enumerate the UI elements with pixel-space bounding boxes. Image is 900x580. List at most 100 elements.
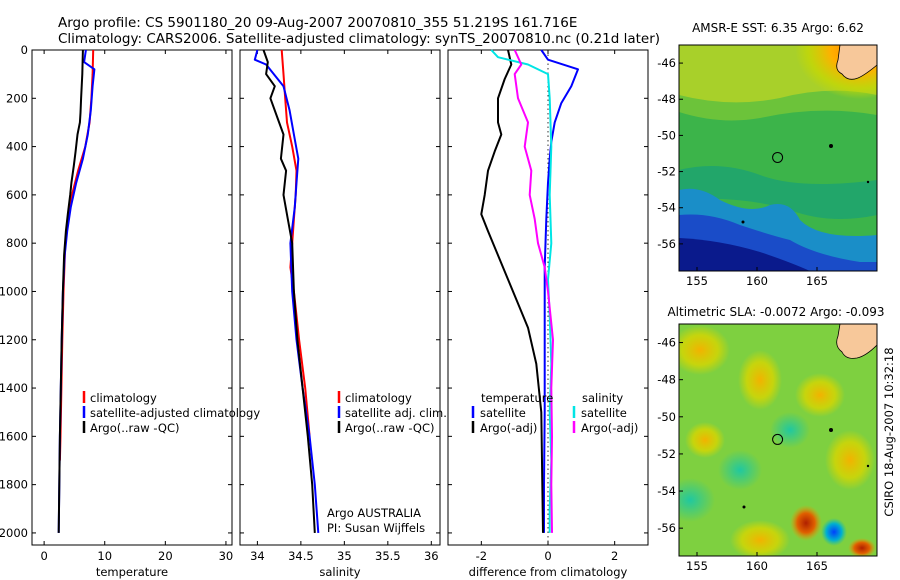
- y-tick-label: 1600: [0, 429, 28, 443]
- legend-label-satellite: satellite-adjusted climatology: [90, 406, 260, 420]
- map-x-tick-label: 160: [746, 559, 768, 573]
- x-tick-label: 0: [40, 549, 47, 563]
- map-y-tick-label: -54: [657, 201, 676, 215]
- series-line-salinity-satellite: [490, 49, 553, 533]
- legend-label-satellite: satellite adj. clim.: [345, 406, 447, 420]
- sla-anomaly: [718, 450, 762, 490]
- island-dot: [742, 505, 746, 509]
- sla-anomaly: [825, 430, 875, 490]
- map-y-tick-label: -46: [657, 336, 676, 350]
- header-line-1: Argo profile: CS 5901180_20 09-Aug-2007 …: [58, 15, 577, 31]
- difference-panel: -2 0 2 difference from climatology: [447, 49, 649, 579]
- map-y-tick-label: -56: [657, 237, 676, 251]
- sla-anomaly: [848, 538, 876, 556]
- difference-legend: temperature satellite Argo(-adj) salinit…: [471, 391, 638, 435]
- map-x-tick-label: 165: [806, 559, 828, 573]
- credit-line-1: Argo AUSTRALIA: [327, 506, 421, 520]
- nz-land: [836, 45, 877, 80]
- sla-anomaly: [730, 520, 790, 556]
- x-tick-label: 20: [158, 549, 173, 563]
- x-tick-label: 35.5: [375, 549, 401, 563]
- series-line-argo-raw-qc-: [57, 49, 84, 533]
- map-y-tick-label: -52: [657, 447, 676, 461]
- map-x-tick-label: 165: [806, 274, 828, 288]
- x-tick-label: 34: [250, 549, 265, 563]
- sla-anomaly: [790, 505, 822, 541]
- sst-map: AMSR-E SST: 6.35 Argo: 6.62 155 160 165 -46…: [657, 21, 878, 288]
- sla-anomaly: [685, 422, 725, 458]
- nz-land: [836, 324, 877, 359]
- sla-anomaly: [795, 373, 845, 417]
- legend-title-salinity: salinity: [582, 391, 623, 405]
- island-dot: [829, 144, 833, 148]
- series-line-temperature-argo-adj-: [480, 49, 544, 533]
- credit-line-2: PI: Susan Wijffels: [327, 521, 425, 535]
- sla-map-field: [679, 324, 877, 556]
- island-dot: [866, 464, 870, 468]
- map-y-tick-label: -48: [657, 373, 676, 387]
- x-tick-label: 10: [97, 549, 112, 563]
- y-tick-label: 1200: [0, 333, 28, 347]
- profile-location-marker: [772, 433, 784, 445]
- y-tick-label: 200: [6, 91, 28, 105]
- x-tick-label: 0: [544, 549, 551, 563]
- x-tick-label: 36: [424, 549, 439, 563]
- sla-anomaly: [679, 478, 715, 522]
- y-tick-label: 400: [6, 140, 28, 154]
- map-x-tick-label: 155: [686, 559, 708, 573]
- series-line-argo-raw-qc-: [262, 49, 316, 533]
- legend-title-temperature: temperature: [481, 391, 553, 405]
- sla-map-title: Altimetric SLA: -0.0072 Argo: -0.093: [667, 305, 884, 319]
- legend-label-salinity-satellite: satellite: [581, 406, 627, 420]
- x-tick-label: 2: [611, 549, 618, 563]
- salinity-plot-content: 34 34.5 35 35.5 36 salinity: [240, 49, 440, 579]
- x-axis-label: difference from climatology: [469, 565, 628, 579]
- header-line-2: Climatology: CARS2006. Satellite-adjuste…: [58, 31, 660, 47]
- sst-mid-band: [679, 166, 877, 219]
- map-x-tick-label: 155: [686, 274, 708, 288]
- legend-label-temperature-satellite: satellite: [480, 406, 526, 420]
- salinity-plot-frame: [239, 49, 441, 546]
- sla-anomaly: [679, 325, 730, 375]
- sst-map-title: AMSR-E SST: 6.35 Argo: 6.62: [692, 21, 864, 35]
- island-dot: [829, 428, 833, 432]
- map-y-tick-label: -46: [657, 56, 676, 70]
- map-y-tick-label: -56: [657, 521, 676, 535]
- map-y-tick-label: -50: [657, 128, 676, 142]
- salinity-legend: climatology satellite adj. clim. Argo(..…: [337, 391, 447, 435]
- sst-map-field: [679, 45, 877, 271]
- island-dot: [866, 180, 870, 184]
- sst-map-axes: 155 160 165 -46 -48 -50 -52 -54 -56: [657, 56, 828, 288]
- sla-map-axes: 155 160 165 -46 -48 -50 -52 -54 -56: [657, 336, 828, 573]
- map-x-tick-label: 160: [746, 274, 768, 288]
- y-tick-label: 800: [6, 236, 28, 250]
- temperature-plot-content: 0 10 20 30 temperature 0 200 400 600 800 1000 1200 1…: [0, 43, 233, 579]
- y-tick-label: 1800: [0, 478, 28, 492]
- temperature-plot-frame: [31, 49, 233, 546]
- y-tick-label: 600: [6, 188, 28, 202]
- legend-label-temperature-argo: Argo(-adj): [480, 421, 537, 435]
- sla-anomaly: [738, 350, 782, 410]
- sst-coldest-band: [679, 238, 810, 271]
- profile-location-marker: [772, 151, 784, 163]
- legend-label-argo: Argo(..raw -QC): [345, 421, 435, 435]
- salinity-panel: 34 34.5 35 35.5 36 salinity: [239, 49, 441, 579]
- map-y-tick-label: -52: [657, 165, 676, 179]
- y-tick-label: 0: [21, 43, 28, 57]
- y-tick-label: 1400: [0, 381, 28, 395]
- island-dot: [741, 220, 745, 224]
- x-tick-label: 35: [337, 549, 352, 563]
- legend-label-climatology: climatology: [345, 391, 412, 405]
- map-y-tick-label: -50: [657, 410, 676, 424]
- difference-plot-content: -2 0 2 difference from climatology: [448, 49, 648, 579]
- x-tick-label: -2: [476, 549, 487, 563]
- map-y-tick-label: -48: [657, 92, 676, 106]
- temperature-legend: climatology satellite-adjusted climatolo…: [82, 391, 260, 435]
- legend-label-argo: Argo(..raw -QC): [90, 421, 180, 435]
- legend-label-salinity-argo: Argo(-adj): [581, 421, 638, 435]
- y-tick-label: 1000: [0, 284, 28, 298]
- map-y-tick-label: -54: [657, 484, 676, 498]
- y-tick-label: 2000: [0, 526, 28, 540]
- sla-anomaly: [821, 518, 847, 546]
